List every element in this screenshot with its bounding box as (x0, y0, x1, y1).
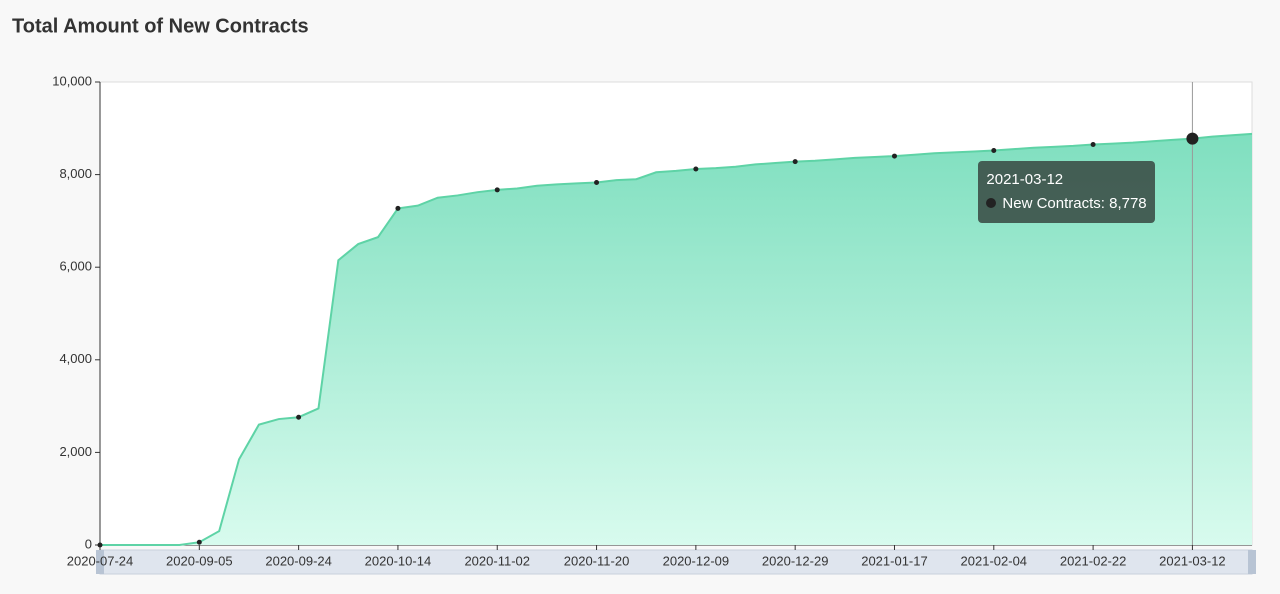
x-tick-label: 2020-10-14 (365, 553, 432, 568)
point (97, 542, 103, 548)
zoom-handle[interactable] (1248, 550, 1256, 574)
point (395, 205, 401, 211)
point (494, 187, 500, 193)
line (100, 132, 1253, 546)
point (991, 148, 997, 154)
x-tick-label: 2021-02-22 (1060, 553, 1127, 568)
y-tick-label: 4,000 (59, 351, 92, 366)
x-tick-label: 2021-01-17 (861, 553, 928, 568)
zoom-handle[interactable] (96, 550, 104, 574)
x-tick-label: 2020-12-09 (663, 553, 730, 568)
y-tick-label: 10,000 (52, 73, 92, 88)
zoom-slider[interactable] (99, 549, 1253, 575)
point (891, 153, 897, 159)
point (693, 166, 699, 172)
y-tick-label: 6,000 (59, 259, 92, 274)
point (296, 414, 302, 420)
area-fill (100, 133, 1252, 545)
y-tick-label: 2,000 (59, 444, 92, 459)
x-tick-label: 2021-03-12 (1159, 553, 1226, 568)
x-tick-label: 2020-09-24 (265, 553, 332, 568)
tooltip-text: New Contracts: 8,778 (1002, 194, 1147, 212)
point (1090, 142, 1096, 148)
highlight-point (1186, 132, 1199, 145)
tooltip-row: New Contracts: 8,778 (986, 192, 1147, 216)
x-tick-label: 2020-11-02 (464, 553, 530, 568)
point (594, 179, 600, 185)
x-tick-label: 2021-02-04 (961, 553, 1028, 568)
x-tick-label: 2020-09-05 (166, 553, 233, 568)
x-tick-label: 2020-11-20 (564, 553, 630, 568)
point (196, 539, 202, 545)
y-tick-label: 0 (85, 536, 92, 551)
point (792, 159, 798, 165)
x-tick-label: 2020-12-29 (762, 553, 829, 568)
tooltip-title: 2021-03-12 (986, 170, 1064, 188)
y-tick-label: 8,000 (59, 166, 92, 181)
x-tick-label: 2020-07-24 (67, 553, 134, 568)
tooltip-marker (986, 197, 997, 208)
chart-title: Total Amount of New Contracts (12, 15, 309, 37)
tooltip: 2021-03-12 New Contracts: 8,778 (978, 160, 1155, 223)
